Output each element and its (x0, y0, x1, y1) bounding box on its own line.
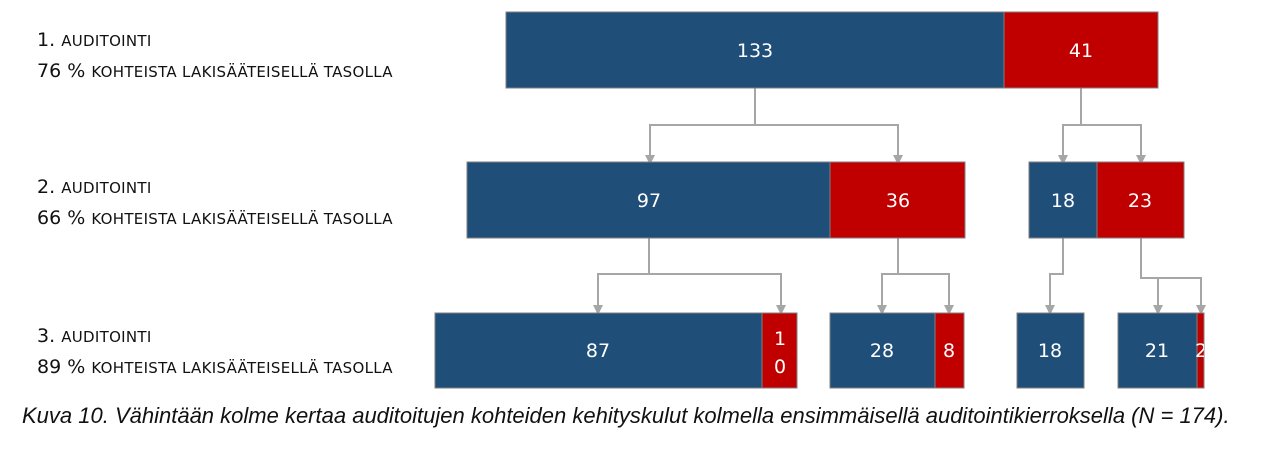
audit-1-title: 1. Auditointi (37, 25, 393, 56)
l3d-good-value: 21 (1145, 340, 1169, 362)
l2a-bad-bar (829, 161, 966, 239)
l3d-bad-clip: 2 (1195, 340, 1207, 362)
connector-l1-good (645, 88, 756, 165)
connector-l2b-good (1045, 238, 1064, 315)
connector-l2a-good (593, 238, 650, 315)
row-label-audit-2: 2. Auditointi 66 % kohteista lakisääteis… (37, 172, 393, 234)
audit-2-subtitle-text: kohteista lakisääteisellä tasolla (91, 210, 393, 228)
audit-3-subtitle: 89 % kohteista lakisääteisellä tasolla (37, 352, 393, 383)
l3d-bad-bar (1196, 312, 1205, 389)
connector-l2a-bad (877, 238, 899, 315)
l3b-good-value: 28 (870, 340, 894, 362)
audit-3-number: 3. (37, 325, 56, 347)
l2b-bad-value: 23 (1128, 190, 1152, 212)
l3d-bad-value: 2 (1195, 340, 1207, 362)
l3d-good-bar (1117, 312, 1198, 389)
connector-l2b-bad-b (1158, 277, 1206, 315)
connector-l1-bad-b (1081, 124, 1146, 165)
l1-bad-bar (1003, 11, 1159, 89)
audit-1-subtitle: 76 % kohteista lakisääteisellä tasolla (37, 56, 393, 87)
l2b-good-value: 18 (1051, 190, 1075, 212)
audit-1-number: 1. (37, 29, 56, 51)
l3b-bad-bar (934, 312, 965, 389)
audit-tree-diagram: 133 41 97 36 18 23 87 1 0 28 8 18 21 2 (434, 11, 1207, 389)
l3a-bad-bar (761, 312, 798, 389)
audit-3-title: 3. Auditointi (37, 321, 393, 352)
row-label-audit-1: 1. Auditointi 76 % kohteista lakisääteis… (37, 25, 393, 87)
audit-2-percent: 66 % (37, 207, 86, 229)
connector-l2b-bad (1140, 238, 1163, 315)
l3b-good-bar (829, 312, 936, 389)
audit-3-percent: 89 % (37, 356, 86, 378)
audit-1-word: Auditointi (61, 32, 152, 50)
l2a-good-bar (466, 161, 831, 239)
row-label-audit-3: 3. Auditointi 89 % kohteista lakisääteis… (37, 321, 393, 383)
audit-3-word: Auditointi (61, 328, 152, 346)
figure-caption: Kuva 10. Vähintään kolme kertaa auditoit… (22, 403, 1230, 428)
l3a-bad-value-line1: 1 (774, 328, 786, 350)
audit-2-word: Auditointi (61, 179, 152, 197)
l1-good-bar (505, 11, 1005, 89)
audit-1-percent: 76 % (37, 60, 86, 82)
l1-bad-value: 41 (1069, 40, 1093, 62)
l3c-good-bar (1016, 312, 1085, 389)
audit-2-title: 2. Auditointi (37, 172, 393, 203)
l3c-good-value: 18 (1038, 340, 1062, 362)
l2a-bad-value: 36 (886, 190, 910, 212)
l3a-good-bar (434, 312, 763, 389)
connector-l1-bad (1058, 88, 1082, 165)
l3a-good-value: 87 (586, 340, 610, 362)
connector-l2a-good-b (649, 273, 786, 315)
l2b-good-bar (1028, 161, 1098, 239)
audit-3-subtitle-text: kohteista lakisääteisellä tasolla (91, 359, 393, 377)
l2a-good-value: 97 (637, 190, 661, 212)
audit-2-number: 2. (37, 176, 56, 198)
l3a-bad-value-line2: 0 (774, 356, 786, 378)
connector-lines (593, 88, 1206, 315)
connector-l1-good-b (755, 124, 903, 165)
l3b-bad-value: 8 (943, 340, 955, 362)
l2b-bad-bar (1096, 161, 1185, 239)
audit-1-subtitle-text: kohteista lakisääteisellä tasolla (91, 63, 393, 81)
audit-2-subtitle: 66 % kohteista lakisääteisellä tasolla (37, 203, 393, 234)
connector-l2a-bad-b (898, 273, 954, 315)
l1-good-value: 133 (737, 40, 773, 62)
